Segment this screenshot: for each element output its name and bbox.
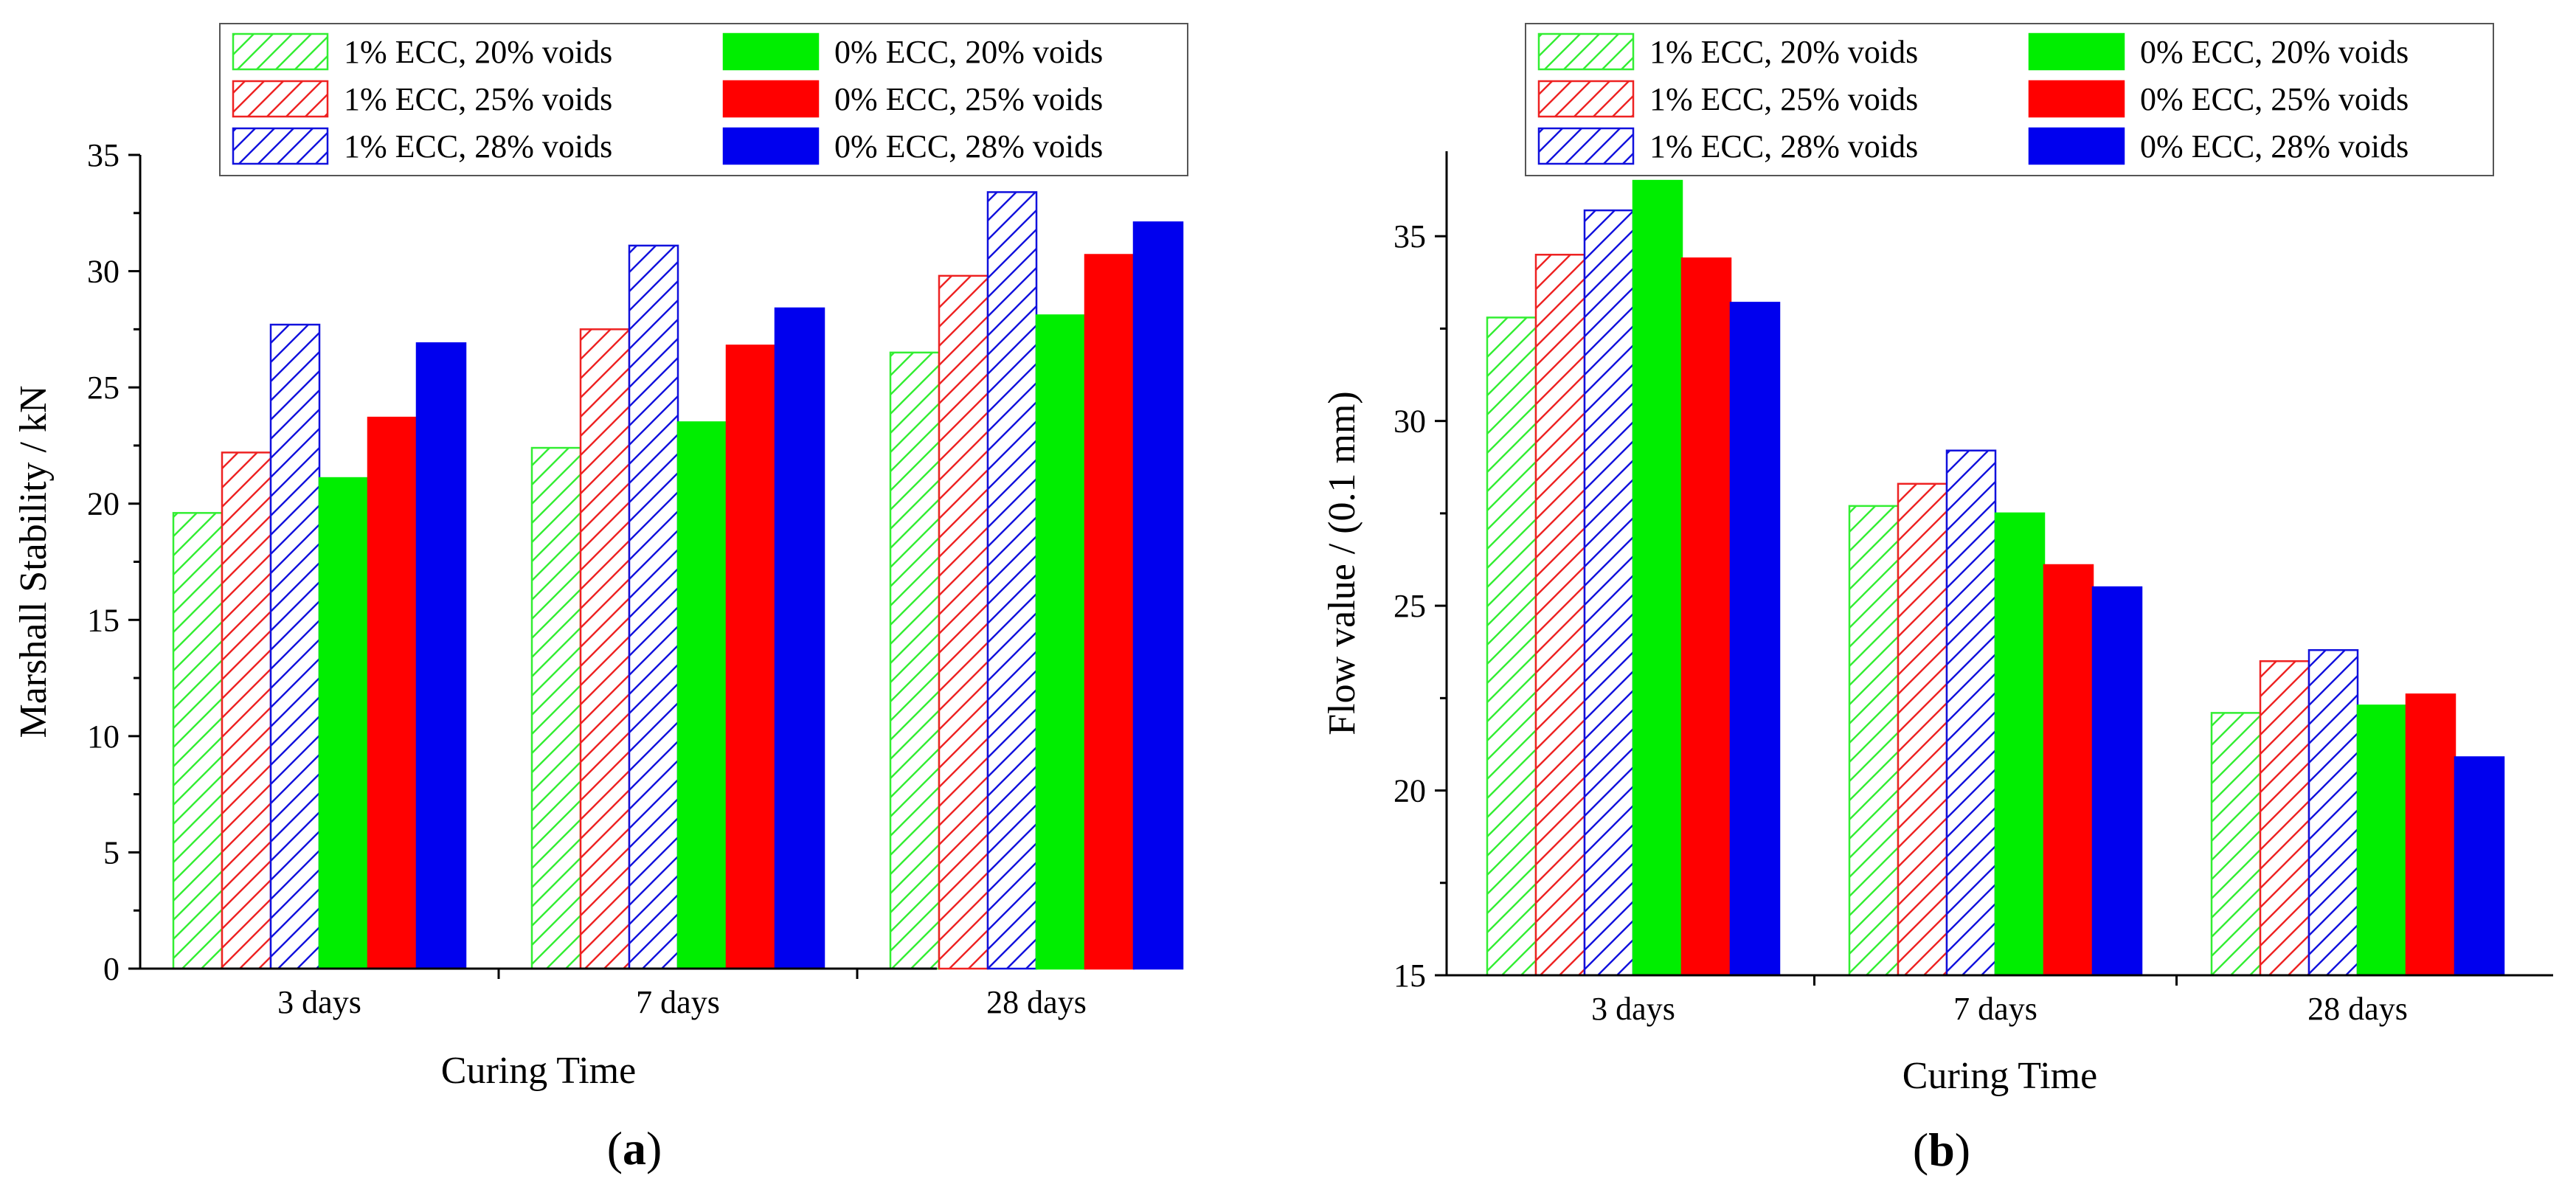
bar-b-1-2 xyxy=(1945,449,1997,977)
bar-a-1-4 xyxy=(725,345,777,970)
legend-swatch-0 xyxy=(1537,32,1635,71)
panel-label: (b) xyxy=(1913,1124,1970,1176)
legend-swatch-1 xyxy=(1537,80,1635,118)
panel-label-letter: a xyxy=(623,1122,646,1174)
bar-b-0-2 xyxy=(1583,209,1635,977)
legend-swatch-2 xyxy=(1537,127,1635,165)
y-axis-title: Flow value / (0.1 mm) xyxy=(1321,391,1363,736)
bar-a-1-2 xyxy=(628,244,679,970)
bar-a-2-1 xyxy=(938,274,989,970)
bar-b-1-5 xyxy=(2091,586,2143,977)
bar-b-0-5 xyxy=(1729,302,1781,977)
legend-box xyxy=(219,23,1188,176)
bar-a-1-5 xyxy=(774,307,825,970)
bar-b-1-1 xyxy=(1897,482,1948,977)
x-axis-title: Curing Time xyxy=(441,1050,636,1092)
bar-a-1-1 xyxy=(579,328,631,970)
x-tick-label: 28 days xyxy=(986,984,1087,1020)
y-tick-label: 35 xyxy=(1393,218,1426,255)
x-tick-label: 28 days xyxy=(2307,991,2408,1027)
legend-swatch-2 xyxy=(232,127,329,165)
bar-a-0-3 xyxy=(318,477,370,970)
x-tick-label: 3 days xyxy=(1591,991,1675,1027)
bar-b-0-3 xyxy=(1632,179,1683,977)
legend-swatch-4 xyxy=(722,80,820,118)
y-axis-title: Marshall Stability / kN xyxy=(13,385,55,738)
bar-a-2-0 xyxy=(889,351,941,970)
legend-label-4: 0% ECC, 25% voids xyxy=(2140,81,2409,117)
legend-swatch-3 xyxy=(722,32,820,71)
bar-b-1-4 xyxy=(2043,564,2094,977)
bar-a-2-5 xyxy=(1132,221,1184,970)
bar-a-1-3 xyxy=(676,421,728,970)
legend-label-2: 1% ECC, 28% voids xyxy=(344,128,612,165)
bar-b-2-5 xyxy=(2454,756,2505,977)
bar-a-0-0 xyxy=(172,512,224,970)
panel-label-close: ) xyxy=(646,1122,662,1174)
y-tick-label: 0 xyxy=(103,951,120,987)
legend-swatch-4 xyxy=(2028,80,2125,118)
legend-label-2: 1% ECC, 28% voids xyxy=(1649,128,1918,165)
legend-label-0: 1% ECC, 20% voids xyxy=(344,34,612,70)
x-axis-title: Curing Time xyxy=(1902,1055,2097,1097)
x-tick-label: 7 days xyxy=(636,984,720,1020)
bar-b-2-0 xyxy=(2210,712,2262,977)
bar-a-0-1 xyxy=(221,451,272,970)
bar-b-1-3 xyxy=(1994,512,2046,977)
legend-label-3: 0% ECC, 20% voids xyxy=(2140,34,2409,70)
legend-swatch-1 xyxy=(232,80,329,118)
bar-a-0-2 xyxy=(269,323,321,970)
y-tick-label: 25 xyxy=(1393,588,1426,624)
y-tick-label: 10 xyxy=(87,719,120,755)
bar-b-2-3 xyxy=(2356,705,2408,977)
y-tick-label: 20 xyxy=(1393,773,1426,809)
x-tick-label: 3 days xyxy=(277,984,361,1020)
bar-b-2-4 xyxy=(2405,693,2456,977)
panel-label-close: ) xyxy=(1955,1124,1970,1176)
legend-label-1: 1% ECC, 25% voids xyxy=(1649,81,1918,117)
bar-b-2-2 xyxy=(2307,648,2359,977)
legend: 1% ECC, 20% voids 1% ECC, 25% voids 1% ECC… xyxy=(219,23,1188,176)
legend-label-5: 0% ECC, 28% voids xyxy=(2140,128,2409,165)
x-tick-label: 7 days xyxy=(1953,991,2037,1027)
legend-swatch-5 xyxy=(2028,127,2125,165)
y-tick-label: 15 xyxy=(87,602,120,638)
legend-swatch-0 xyxy=(232,32,329,71)
legend-label-0: 1% ECC, 20% voids xyxy=(1649,34,1918,70)
y-tick-label: 35 xyxy=(87,137,120,173)
bar-a-1-0 xyxy=(530,446,582,970)
y-tick-label: 25 xyxy=(87,370,120,406)
legend-label-4: 0% ECC, 25% voids xyxy=(834,81,1103,117)
panel-label-letter: b xyxy=(1928,1124,1955,1176)
legend-label-3: 0% ECC, 20% voids xyxy=(834,34,1103,70)
legend-label-5: 0% ECC, 28% voids xyxy=(834,128,1103,165)
y-tick-label: 5 xyxy=(103,834,120,871)
panel-label-open: ( xyxy=(1913,1124,1928,1176)
bar-a-0-4 xyxy=(367,416,418,970)
bar-b-1-0 xyxy=(1848,505,1900,977)
legend-swatch-3 xyxy=(2028,32,2125,71)
chart-b-flow-value: 15 20 25 30 35 3 days 7 days 28 days Curing Time… xyxy=(1321,23,2553,1176)
panel-label-open: ( xyxy=(607,1122,623,1174)
y-tick-label: 30 xyxy=(1393,404,1426,440)
bar-b-0-4 xyxy=(1680,257,1732,977)
bar-b-0-1 xyxy=(1534,254,1586,977)
bar-a-2-3 xyxy=(1035,314,1087,970)
chart-a-marshall-stability: 0 5 10 15 20 25 30 35 3 days 7 days 28 days Curing … xyxy=(13,23,1188,1174)
panel-label: (a) xyxy=(607,1122,662,1174)
bar-a-2-4 xyxy=(1084,254,1135,970)
legend-label-1: 1% ECC, 25% voids xyxy=(344,81,612,117)
bar-b-2-1 xyxy=(2259,660,2310,977)
legend: 1% ECC, 20% voids 1% ECC, 25% voids 1% ECC… xyxy=(1525,23,2494,176)
bar-a-2-2 xyxy=(986,191,1038,970)
y-tick-label: 20 xyxy=(87,486,120,522)
bar-b-0-0 xyxy=(1486,316,1537,977)
y-tick-label: 15 xyxy=(1393,958,1426,994)
bar-a-0-5 xyxy=(415,342,467,970)
legend-box xyxy=(1525,23,2494,176)
legend-swatch-5 xyxy=(722,127,820,165)
y-tick-label: 30 xyxy=(87,254,120,290)
